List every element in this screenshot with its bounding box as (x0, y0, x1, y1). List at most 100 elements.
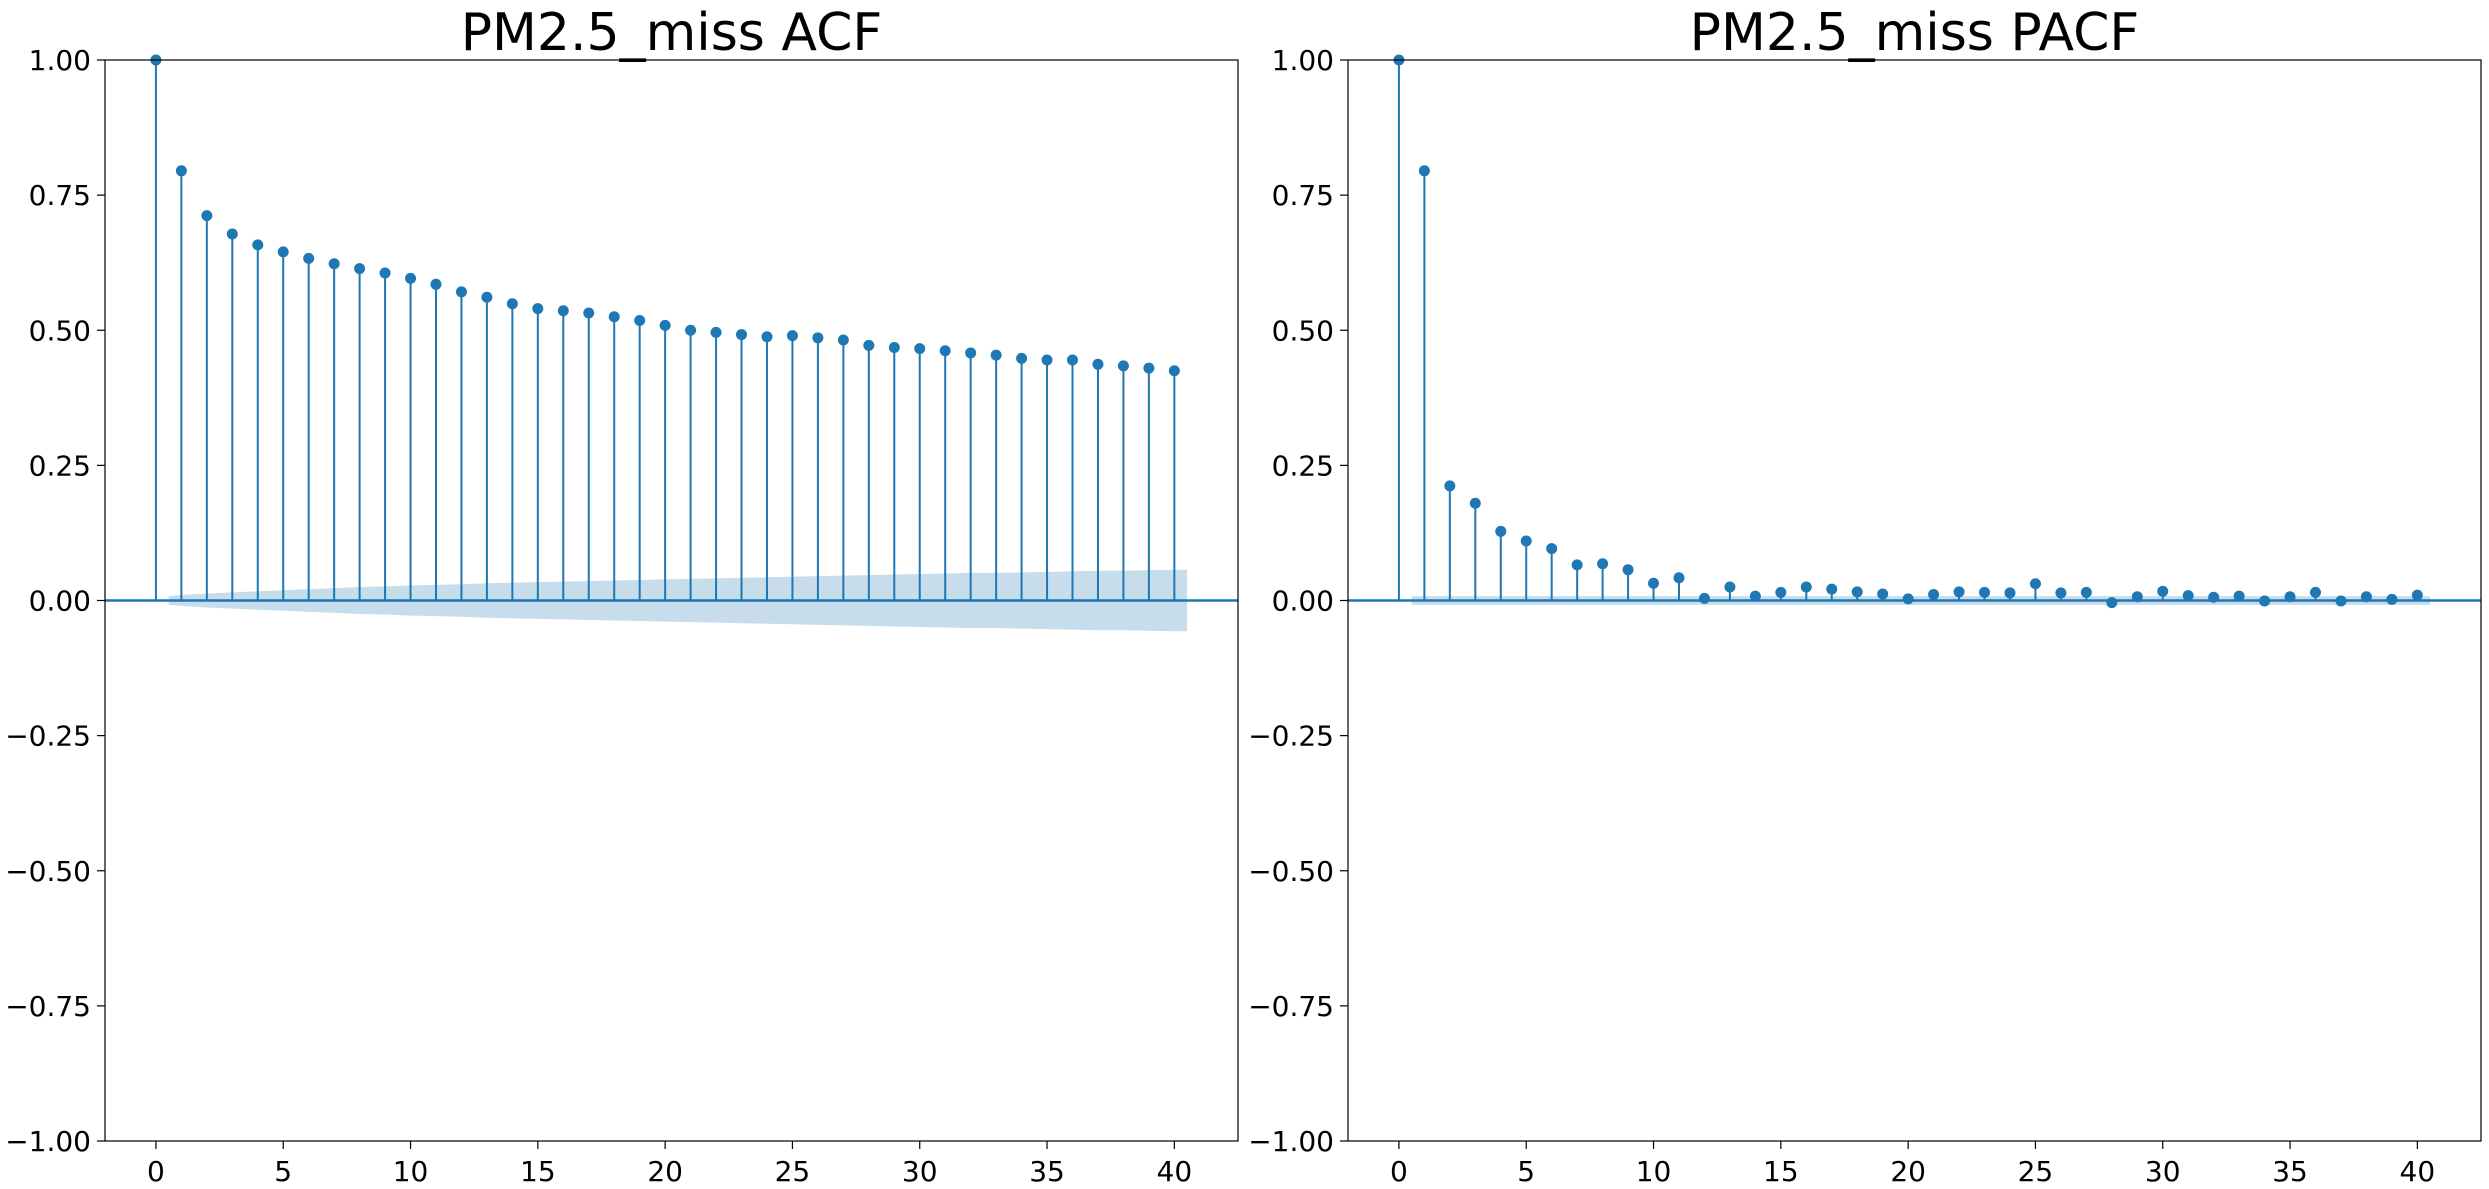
pacf-chart: 0 5 10 15 20 25 30 35 40 −1.00 −0.75 −0.50 −0.25 0.00… (1248, 3, 2482, 1188)
pacf-point-lag-8 (1597, 558, 1609, 570)
acf-point-lag-19 (634, 315, 646, 327)
acf-y-tick-label: 0.00 (29, 585, 91, 618)
pacf-point-lag-13 (1724, 581, 1736, 593)
acf-y-tick-label: −0.75 (5, 990, 91, 1023)
pacf-point-lag-15 (1775, 586, 1787, 598)
acf-x-tick-label: 30 (902, 1155, 938, 1188)
acf-point-lag-2 (201, 210, 213, 222)
acf-point-lag-15 (532, 303, 544, 315)
acf-point-lag-33 (990, 349, 1002, 361)
pacf-y-tick-label: −1.00 (1248, 1125, 1334, 1158)
acf-y-tick-label: −0.50 (5, 855, 91, 888)
pacf-y-tick-label: −0.25 (1248, 720, 1334, 753)
pacf-point-lag-5 (1520, 535, 1532, 547)
pacf-chart-title: PM2.5_miss PACF (1690, 3, 2140, 63)
pacf-point-lag-4 (1495, 525, 1507, 537)
pacf-x-tick-label: 25 (2018, 1155, 2054, 1188)
acf-x-tick-label: 0 (147, 1155, 165, 1188)
pacf-x-tick-label: 20 (1890, 1155, 1926, 1188)
acf-point-lag-7 (328, 258, 340, 270)
pacf-point-lag-19 (1877, 588, 1889, 600)
acf-point-lag-29 (888, 342, 900, 354)
acf-x-tick-label: 25 (775, 1155, 811, 1188)
acf-point-lag-35 (1041, 354, 1053, 366)
pacf-point-lag-37 (2335, 595, 2347, 607)
acf-point-lag-23 (736, 329, 748, 341)
pacf-point-lag-32 (2208, 591, 2220, 603)
acf-point-lag-6 (303, 252, 315, 264)
acf-point-lag-37 (1092, 358, 1104, 370)
acf-x-tick-label: 5 (274, 1155, 292, 1188)
pacf-x-tick-label: 40 (2400, 1155, 2436, 1188)
acf-point-lag-28 (863, 339, 875, 351)
acf-point-lag-8 (354, 263, 366, 275)
pacf-x-tick-label: 0 (1390, 1155, 1408, 1188)
pacf-point-lag-17 (1826, 583, 1838, 595)
pacf-point-lag-31 (2182, 590, 2194, 602)
pacf-point-lag-40 (2411, 589, 2423, 601)
acf-point-lag-17 (583, 307, 595, 319)
acf-point-lag-4 (252, 239, 264, 251)
pacf-point-lag-35 (2284, 591, 2296, 603)
pacf-point-lag-25 (2029, 578, 2041, 590)
acf-y-tick-label: −1.00 (5, 1125, 91, 1158)
acf-chart: 0 5 10 15 20 25 30 35 40 −1.00 −0.75 −0.50 −0.25 0.00… (5, 3, 1239, 1188)
acf-point-lag-25 (786, 330, 798, 342)
acf-point-lag-9 (379, 267, 391, 279)
pacf-point-lag-14 (1749, 590, 1761, 602)
acf-y-tick-label: 0.75 (29, 179, 91, 212)
pacf-point-lag-21 (1928, 589, 1940, 601)
acf-point-lag-11 (430, 278, 442, 290)
pacf-y-tick-label: 0.00 (1272, 585, 1334, 618)
acf-y-tick-label: −0.25 (5, 720, 91, 753)
pacf-point-lag-2 (1444, 480, 1456, 492)
pacf-point-lag-23 (1979, 586, 1991, 598)
acf-point-lag-3 (226, 228, 238, 240)
acf-point-lag-34 (1016, 352, 1028, 364)
acf-y-tick-label: 0.50 (29, 314, 91, 347)
acf-point-lag-32 (965, 347, 977, 359)
acf-point-lag-26 (812, 332, 824, 344)
pacf-point-lag-33 (2233, 590, 2245, 602)
acf-x-tick-label: 40 (1157, 1155, 1193, 1188)
pacf-point-lag-3 (1469, 497, 1481, 509)
pacf-x-tick-label: 30 (2145, 1155, 2181, 1188)
pacf-point-lag-29 (2131, 591, 2143, 603)
acf-y-tick-label: 1.00 (29, 44, 91, 77)
acf-point-lag-22 (710, 326, 722, 338)
acf-point-lag-20 (659, 319, 671, 331)
pacf-point-lag-16 (1800, 581, 1812, 593)
acf-point-lag-18 (608, 311, 620, 323)
pacf-x-tick-label: 10 (1636, 1155, 1672, 1188)
pacf-y-tick-label: 0.50 (1272, 314, 1334, 347)
acf-point-lag-38 (1117, 360, 1129, 372)
pacf-point-lag-12 (1698, 592, 1710, 604)
acf-point-lag-31 (939, 345, 951, 357)
pacf-point-lag-20 (1902, 593, 1914, 605)
pacf-y-tick-label: −0.50 (1248, 855, 1334, 888)
pacf-point-lag-27 (2080, 586, 2092, 598)
acf-point-lag-12 (455, 286, 467, 298)
pacf-x-tick-label: 5 (1517, 1155, 1535, 1188)
pacf-y-tick-label: 1.00 (1272, 44, 1334, 77)
pacf-x-tick-label: 15 (1763, 1155, 1799, 1188)
pacf-point-lag-10 (1648, 577, 1660, 589)
pacf-point-lag-34 (2259, 595, 2271, 607)
acf-y-tick-label: 0.25 (29, 449, 91, 482)
pacf-point-lag-39 (2386, 593, 2398, 605)
pacf-x-tick-label: 35 (2272, 1155, 2308, 1188)
pacf-point-lag-1 (1418, 165, 1430, 177)
acf-point-lag-5 (277, 246, 289, 258)
acf-x-tick-label: 15 (520, 1155, 556, 1188)
acf-point-lag-13 (481, 291, 493, 303)
acf-point-lag-1 (175, 165, 187, 177)
acf-x-tick-label: 35 (1029, 1155, 1065, 1188)
acf-point-lag-30 (914, 343, 926, 355)
pacf-y-tick-label: 0.25 (1272, 449, 1334, 482)
pacf-point-lag-28 (2106, 597, 2118, 609)
acf-point-lag-16 (557, 305, 569, 317)
acf-point-lag-24 (761, 331, 773, 343)
pacf-point-lag-30 (2157, 585, 2169, 597)
acf-point-lag-14 (506, 298, 518, 310)
acf-point-lag-21 (685, 324, 697, 336)
